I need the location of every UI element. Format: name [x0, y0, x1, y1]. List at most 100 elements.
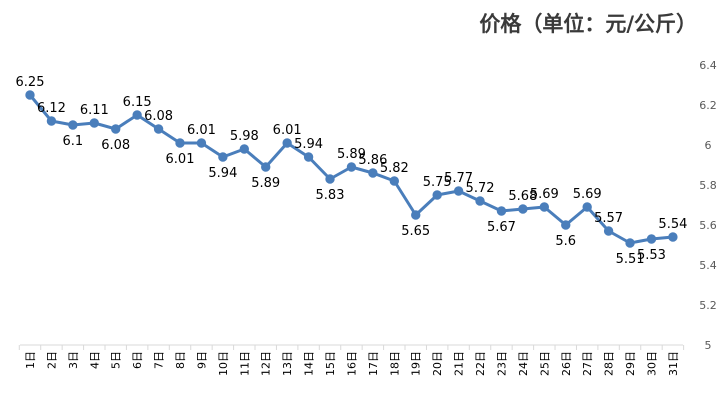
- data-point: [196, 138, 207, 148]
- data-point: [453, 186, 464, 196]
- data-point: [153, 124, 164, 134]
- data-label: 5.54: [658, 217, 687, 232]
- y-tick-label: 5: [705, 339, 712, 352]
- data-label: 5.83: [316, 188, 345, 203]
- data-point: [282, 138, 292, 148]
- data-label: 6.15: [123, 95, 152, 110]
- data-label: 5.98: [230, 129, 259, 144]
- data-label: 5.94: [208, 166, 237, 181]
- x-tick-label: 14日: [303, 351, 316, 376]
- y-tick-label: 5.4: [699, 259, 717, 272]
- x-tick-label: 28日: [603, 351, 616, 376]
- data-point: [389, 176, 400, 186]
- data-label: 5.75: [423, 175, 452, 190]
- x-tick-label: 20日: [431, 351, 444, 376]
- x-tick-label: 13日: [281, 351, 294, 376]
- x-tick-label: 24日: [517, 351, 530, 376]
- x-tick-label: 1日: [24, 351, 37, 369]
- data-point: [561, 220, 571, 230]
- data-point: [25, 90, 35, 100]
- x-tick-label: 30日: [645, 351, 658, 376]
- data-point: [261, 162, 271, 172]
- data-label: 5.68: [508, 189, 537, 204]
- data-point: [668, 232, 678, 242]
- x-tick-label: 18日: [388, 351, 401, 376]
- x-tick-label: 29日: [624, 351, 637, 376]
- y-tick-label: 5.8: [699, 179, 717, 192]
- data-point: [475, 196, 485, 206]
- x-tick-label: 10日: [217, 351, 230, 376]
- data-label: 5.57: [594, 211, 623, 226]
- data-label: 6.08: [101, 138, 130, 153]
- data-point: [132, 110, 142, 120]
- data-label: 5.53: [637, 248, 666, 263]
- data-label: 5.77: [444, 171, 473, 186]
- y-tick-label: 5.2: [699, 299, 717, 312]
- x-tick-label: 23日: [495, 351, 508, 376]
- y-tick-label: 6: [705, 139, 712, 152]
- data-label: 6.25: [16, 75, 45, 90]
- data-point: [303, 152, 314, 162]
- x-tick-label: 8日: [174, 351, 187, 369]
- data-point: [411, 210, 421, 220]
- x-tick-label: 11日: [238, 351, 251, 376]
- x-tick-label: 27日: [581, 351, 594, 376]
- y-tick-label: 6.4: [699, 59, 717, 72]
- data-label: 6.1: [63, 134, 84, 149]
- data-label: 6.12: [37, 101, 66, 116]
- data-point: [496, 206, 507, 216]
- data-point: [582, 202, 592, 212]
- data-label: 5.72: [466, 181, 495, 196]
- x-tick-label: 9日: [195, 351, 208, 369]
- data-label: 5.51: [616, 252, 645, 267]
- data-label: 6.01: [273, 123, 302, 138]
- data-label: 5.86: [358, 153, 387, 168]
- chart-title: 价格（单位：元/公斤）: [479, 12, 697, 36]
- data-point: [239, 144, 250, 154]
- x-tick-label: 12日: [260, 351, 273, 376]
- y-tick-label: 6.2: [699, 99, 717, 112]
- data-label: 6.01: [187, 123, 216, 138]
- data-point: [539, 202, 550, 212]
- data-point: [89, 118, 99, 128]
- data-point: [46, 116, 57, 126]
- data-label: 5.65: [401, 224, 430, 239]
- data-point: [218, 152, 228, 162]
- x-tick-label: 5日: [110, 351, 123, 369]
- x-tick-label: 3日: [67, 351, 80, 369]
- x-tick-label: 25日: [538, 351, 551, 376]
- data-point: [625, 238, 635, 248]
- data-point: [518, 204, 528, 214]
- data-label: 5.94: [294, 137, 323, 152]
- data-label: 5.6: [555, 234, 576, 249]
- data-point: [432, 190, 442, 200]
- data-point: [346, 162, 357, 172]
- data-point: [646, 234, 657, 244]
- x-tick-label: 7日: [153, 351, 166, 369]
- data-point: [603, 226, 614, 236]
- x-tick-label: 4日: [88, 351, 101, 369]
- data-label: 5.69: [573, 187, 602, 202]
- data-point: [368, 168, 378, 178]
- x-tick-label: 22日: [474, 351, 487, 376]
- data-point: [325, 174, 335, 184]
- data-label: 5.89: [337, 147, 366, 162]
- data-label: 6.11: [80, 103, 109, 118]
- data-point: [175, 138, 185, 148]
- data-label: 5.82: [380, 161, 409, 176]
- data-label: 6.01: [166, 152, 195, 167]
- x-tick-label: 6日: [131, 351, 144, 369]
- data-label: 5.89: [251, 176, 280, 191]
- data-label: 6.08: [144, 109, 173, 124]
- x-tick-label: 31日: [667, 351, 680, 376]
- y-tick-label: 5.6: [699, 219, 717, 232]
- x-tick-label: 21日: [453, 351, 466, 376]
- x-tick-label: 2日: [45, 351, 58, 369]
- x-tick-label: 26日: [560, 351, 573, 376]
- data-point: [111, 124, 121, 134]
- x-tick-label: 16日: [345, 351, 358, 376]
- x-tick-label: 17日: [367, 351, 380, 376]
- x-tick-label: 15日: [324, 351, 337, 376]
